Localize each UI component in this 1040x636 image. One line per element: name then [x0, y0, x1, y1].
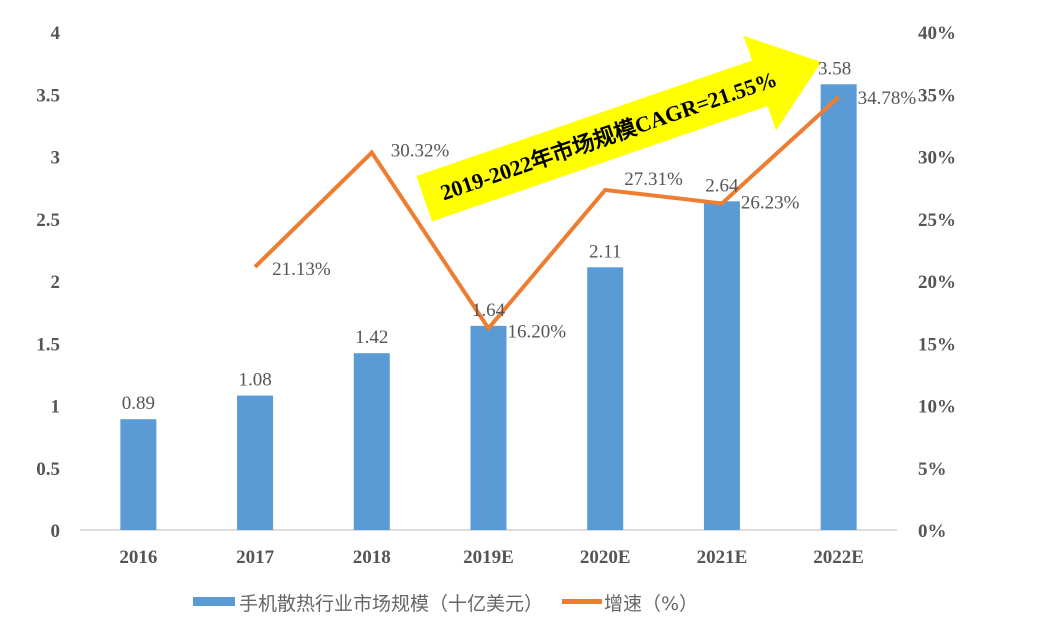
y-tick-label: 2.5	[36, 210, 60, 231]
x-tick-label: 2018	[353, 547, 391, 568]
y-tick-label: 0	[51, 521, 61, 542]
line-data-label: 30.32%	[391, 141, 450, 162]
y2-tick-label: 10%	[918, 397, 956, 418]
bar-data-label: 2.64	[705, 175, 739, 196]
bar-data-label: 1.42	[355, 327, 388, 348]
bar	[353, 353, 390, 530]
y2-tick-label: 25%	[918, 210, 956, 231]
x-tick-label: 2021E	[697, 547, 748, 568]
bar	[820, 84, 857, 530]
x-tick-label: 2017	[236, 547, 275, 568]
y-tick-label: 0.5	[36, 459, 60, 480]
line-data-label: 21.13%	[272, 259, 331, 280]
y2-tick-label: 35%	[918, 85, 956, 106]
legend-bar-swatch	[193, 597, 235, 606]
y2-tick-label: 0%	[918, 521, 947, 542]
y2-tick-label: 20%	[918, 272, 956, 293]
y2-tick-label: 15%	[918, 334, 956, 355]
legend-bar-label: 手机散热行业市场规模（十亿美元）	[239, 593, 543, 615]
bar-data-label: 2.11	[589, 241, 622, 262]
y-tick-label: 2	[51, 272, 61, 293]
growth-line	[253, 95, 840, 332]
bar-data-label: 0.89	[122, 393, 155, 414]
bar-data-label: 1.64	[472, 300, 506, 321]
y2-tick-label: 30%	[918, 148, 956, 169]
line-data-label: 34.78%	[858, 88, 917, 109]
bar	[587, 267, 624, 530]
bar	[470, 325, 507, 530]
x-tick-label: 2020E	[580, 547, 631, 568]
y-tick-label: 1	[51, 397, 61, 418]
x-tick-label: 2016	[119, 547, 157, 568]
line-data-label: 27.31%	[624, 169, 683, 190]
bar	[120, 419, 157, 530]
y-tick-label: 3	[51, 148, 61, 169]
bar	[703, 201, 740, 530]
y-tick-label: 4	[51, 23, 61, 44]
bar-data-label: 3.58	[818, 58, 851, 79]
y2-tick-label: 5%	[918, 459, 947, 480]
x-tick-label: 2019E	[463, 547, 514, 568]
bar-data-label: 1.08	[238, 370, 271, 391]
y-tick-label: 3.5	[36, 85, 60, 106]
legend-line-label: 增速（%）	[604, 593, 698, 615]
line-data-label: 26.23%	[741, 192, 800, 213]
y-tick-label: 1.5	[36, 334, 60, 355]
bar	[237, 395, 274, 530]
x-tick-label: 2022E	[813, 547, 864, 568]
line-data-label: 16.20%	[508, 321, 567, 342]
legend-line-swatch	[562, 599, 602, 604]
arrow-shape	[416, 35, 822, 222]
y2-tick-label: 40%	[918, 23, 956, 44]
